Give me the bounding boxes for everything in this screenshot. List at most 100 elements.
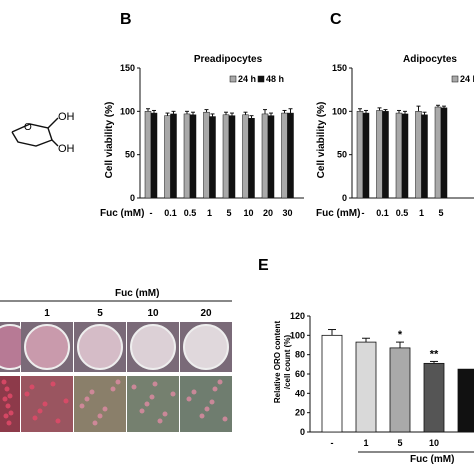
chartC-bar-24h-4 xyxy=(434,106,442,199)
chart-e-xtick-label-3: 10 xyxy=(429,438,439,448)
chartC-ytick-label-0: 0 xyxy=(342,193,347,203)
chartC-xtick-label-0: - xyxy=(362,208,365,218)
micrograph-droplet-1-0 xyxy=(29,384,35,390)
micrograph-droplet-3-2 xyxy=(131,384,137,390)
chart-e-sig-3: ** xyxy=(430,348,439,360)
micrograph-droplet-0-7 xyxy=(8,410,14,416)
chartB-bar-24h-3 xyxy=(203,111,210,199)
micrograph-droplet-1-7 xyxy=(32,415,38,421)
chartC-xtick-label-4: 5 xyxy=(438,208,443,218)
chartB-bar-24h-7 xyxy=(281,112,288,199)
well-conc-label-1: 1 xyxy=(44,308,50,319)
micrograph-droplet-3-7 xyxy=(152,381,158,387)
chartB-xtick-label-5: 10 xyxy=(243,208,253,218)
hydroxyl-label-1: OH xyxy=(58,111,75,123)
chartB-bar-24h-4 xyxy=(222,114,230,199)
chartB-legend-label-0: 24 h xyxy=(238,74,256,84)
micrograph-droplet-1-2 xyxy=(55,418,61,424)
micrograph-droplet-0-0 xyxy=(1,379,7,385)
chart-e-bar-4 xyxy=(457,368,474,433)
chartB-bar-24h-0 xyxy=(144,111,152,199)
micrograph-droplet-1-6 xyxy=(63,398,69,404)
micrograph-droplet-2-0 xyxy=(89,389,95,395)
chartC-bar-24h-1 xyxy=(376,110,383,199)
chartB-legend-swatch-0 xyxy=(229,75,237,83)
chartB-bar-48h-0 xyxy=(150,112,158,199)
micrograph-droplet-2-6 xyxy=(79,403,85,409)
chartB-bar-48h-5 xyxy=(248,118,255,199)
micrograph-droplet-4-5 xyxy=(186,396,192,402)
chartC-xtick-label-3: 1 xyxy=(419,208,424,218)
chart-e-bar-0 xyxy=(321,334,343,433)
chart-e-ylabel-line2: /cell count (%) xyxy=(283,335,292,390)
micrograph-droplet-3-5 xyxy=(170,391,176,397)
chart-e-ytick-label-5: 100 xyxy=(290,330,305,340)
chart-c-xlabel: Fuc (mM) xyxy=(316,208,360,219)
chart-c-ylabel: Cell viability (%) xyxy=(316,102,327,179)
micrograph-droplet-0-6 xyxy=(7,393,13,399)
micrograph-droplet-3-6 xyxy=(139,408,145,414)
chart-e-ytick-label-6: 120 xyxy=(290,311,305,321)
chartB-xtick-label-6: 20 xyxy=(263,208,273,218)
chartC-bar-24h-3 xyxy=(415,111,422,199)
chartB-legend-swatch-1 xyxy=(257,75,265,83)
chart-e-bar-2 xyxy=(389,347,411,433)
molecule-structure xyxy=(11,117,59,147)
well-dish-2 xyxy=(77,324,123,370)
well-conc-label-3: 10 xyxy=(147,308,159,319)
micrograph-droplet-4-4 xyxy=(217,379,223,385)
micrograph-droplet-2-1 xyxy=(102,406,108,412)
chartB-xtick-label-0: - xyxy=(150,208,153,218)
micrograph-droplet-0-4 xyxy=(5,403,11,409)
chart-b-title: Preadipocytes xyxy=(194,54,263,65)
chartC-legend-swatch-0 xyxy=(451,75,459,83)
chartB-bar-48h-1 xyxy=(170,113,177,199)
hydroxyl-label-2: OH xyxy=(58,143,75,155)
chart-c: Adipocytes Cell viability (%) Fuc (mM) 0… xyxy=(316,54,474,219)
chartB-ytick-label-2: 100 xyxy=(120,106,135,116)
micrograph-droplet-2-3 xyxy=(84,396,90,402)
micrograph-droplet-1-3 xyxy=(24,391,30,397)
chart-e-bar-1 xyxy=(355,341,377,433)
chartC-bar-48h-4 xyxy=(440,107,448,199)
chart-e: Relative ORO content /cell count (%) Fuc… xyxy=(273,311,474,465)
micrograph-droplet-3-0 xyxy=(149,394,155,400)
chart-e-ylabel-line1: Relative ORO content xyxy=(273,321,282,404)
chartB-bar-48h-7 xyxy=(287,112,294,199)
chart-b-xlabel: Fuc (mM) xyxy=(100,208,144,219)
chartB-bar-24h-2 xyxy=(183,113,191,199)
chartC-xtick-label-1: 0.1 xyxy=(376,208,389,218)
chartC-bar-48h-1 xyxy=(382,111,389,199)
micrograph-droplet-4-1 xyxy=(222,416,228,422)
micrograph-droplet-0-2 xyxy=(3,413,9,419)
chartB-bar-48h-4 xyxy=(228,115,236,199)
chart-e-xtick-label-0: - xyxy=(331,438,334,448)
micrograph-droplet-1-1 xyxy=(42,401,48,407)
chartC-ytick-label-3: 150 xyxy=(332,63,347,73)
panel-label-b: B xyxy=(120,11,132,28)
micrograph-droplet-3-3 xyxy=(144,401,150,407)
micrograph-droplet-2-4 xyxy=(97,413,103,419)
chartC-xtick-label-2: 0.5 xyxy=(396,208,409,218)
micrograph-droplet-4-3 xyxy=(204,406,210,412)
chart-e-bar-3 xyxy=(423,362,445,433)
panel-label-e: E xyxy=(258,257,269,274)
micrograph-droplet-2-7 xyxy=(92,420,98,426)
chartB-xtick-label-2: 0.5 xyxy=(184,208,197,218)
panel-d-label: Fuc (mM) xyxy=(115,288,159,299)
micrograph-droplet-4-7 xyxy=(212,386,218,392)
chartC-bar-48h-0 xyxy=(362,112,370,199)
chart-e-ytick-label-3: 60 xyxy=(295,369,305,379)
chartC-legend-label-0: 24 h xyxy=(460,74,474,84)
chartC-bar-24h-0 xyxy=(356,111,364,199)
chartB-ytick-label-3: 150 xyxy=(120,63,135,73)
chartB-bar-24h-1 xyxy=(164,115,171,199)
micrograph-droplet-2-5 xyxy=(110,386,116,392)
well-conc-label-4: 20 xyxy=(200,308,212,319)
well-dish-4 xyxy=(183,324,229,370)
micrograph-droplet-4-2 xyxy=(191,389,197,395)
chart-e-sig-2: * xyxy=(398,329,403,341)
chart-e-xlabel: Fuc (mM) xyxy=(410,454,454,465)
chart-b: Preadipocytes Cell viability (%) Fuc (mM… xyxy=(100,54,304,219)
chartB-bar-24h-5 xyxy=(242,114,249,199)
